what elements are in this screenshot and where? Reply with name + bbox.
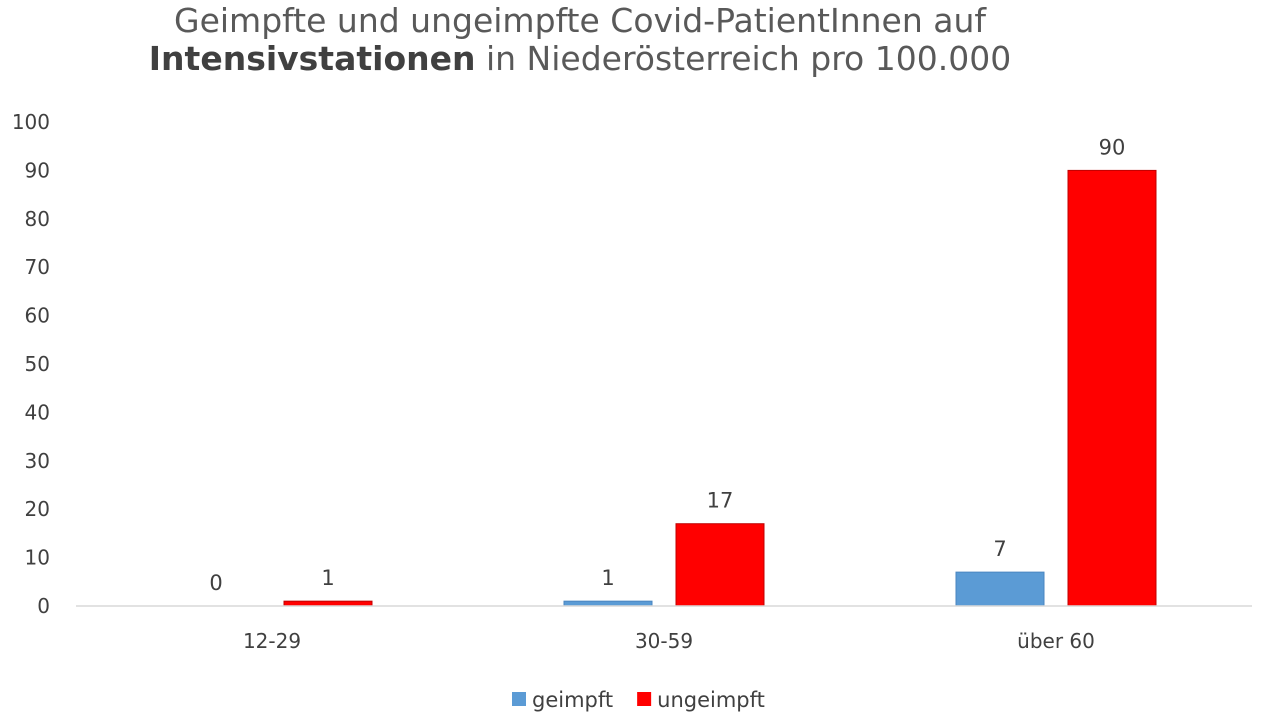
y-tick-label: 40 xyxy=(25,400,50,424)
legend-swatch-ungeimpft xyxy=(637,692,652,706)
bar-ungeimpft-3 xyxy=(1067,169,1157,607)
chart-title: Geimpfte und ungeimpfte Covid-PatientInn… xyxy=(0,0,1160,79)
data-label-geimpft-1: 0 xyxy=(209,571,222,595)
y-tick-label: 70 xyxy=(25,255,50,279)
y-tick-label: 100 xyxy=(12,110,50,134)
y-tick-label: 80 xyxy=(25,207,50,231)
data-label-ungeimpft-2: 17 xyxy=(707,489,734,513)
bar-geimpft-3 xyxy=(955,571,1045,607)
legend: geimpft ungeimpft xyxy=(512,688,765,712)
y-tick-label: 0 xyxy=(37,594,50,618)
legend-label-geimpft: geimpft xyxy=(532,688,613,712)
chart-title-line1: Geimpfte und ungeimpfte Covid-PatientInn… xyxy=(174,1,986,40)
y-tick-label: 10 xyxy=(25,546,50,570)
y-tick-label: 50 xyxy=(25,352,50,376)
y-tick-label: 20 xyxy=(25,497,50,521)
x-axis: 12-29 30-59 über 60 xyxy=(243,629,1095,653)
y-axis: 0 10 20 30 40 50 60 70 80 90 100 xyxy=(12,110,50,618)
x-tick-label: über 60 xyxy=(1017,629,1095,653)
y-tick-label: 60 xyxy=(25,304,50,328)
chart-title-bold: Intensivstationen xyxy=(148,39,476,79)
legend-label-ungeimpft: ungeimpft xyxy=(657,688,765,712)
x-tick-label: 30-59 xyxy=(635,629,693,653)
y-tick-label: 30 xyxy=(25,449,50,473)
chart-title-line2: in Niederösterreich pro 100.000 xyxy=(475,39,1012,79)
x-tick-label: 12-29 xyxy=(243,629,301,653)
bars: 0 1 1 17 7 90 xyxy=(209,135,1157,607)
bar-ungeimpft-2 xyxy=(675,523,765,607)
data-label-geimpft-3: 7 xyxy=(993,537,1006,561)
data-label-geimpft-2: 1 xyxy=(601,566,614,590)
legend-swatch-geimpft xyxy=(512,692,526,706)
y-tick-label: 90 xyxy=(25,158,50,182)
data-label-ungeimpft-3: 90 xyxy=(1099,135,1126,159)
data-label-ungeimpft-1: 1 xyxy=(321,566,334,590)
